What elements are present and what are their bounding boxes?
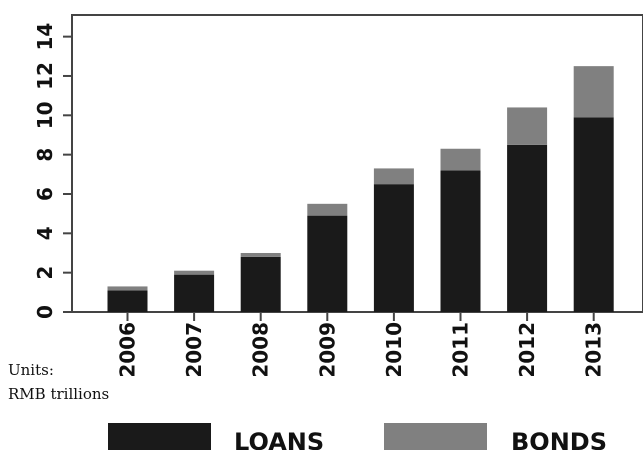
y-tick-label: 0 [33,305,57,319]
bar-loans-2011 [440,170,481,312]
x-tick-label: 2006 [116,322,140,378]
legend: LOANS BONDS [108,423,607,450]
x-tick-label: 2010 [382,322,406,378]
bar-bonds-2006 [107,286,148,291]
bar-loans-2007 [174,274,215,312]
bar-bonds-2011 [440,148,481,171]
bar-bonds-2007 [174,270,215,275]
bar-bonds-2013 [573,66,614,118]
x-axis: 2006 2007 2008 2009 2010 2011 2012 2013 [116,312,606,378]
y-tick-label: 14 [33,23,57,51]
bar-bonds-2008 [240,252,281,257]
x-tick-label: 2013 [582,322,606,378]
bar-bonds-2009 [307,203,348,216]
bar-loans-2006 [107,290,148,312]
y-tick-label: 4 [33,226,57,240]
units-note-line-2: RMB trillions [8,385,109,403]
units-note-line-1: Units: [8,361,54,379]
y-tick-label: 2 [33,266,57,280]
x-tick-label: 2012 [515,322,539,378]
legend-swatch-loans [108,423,211,450]
plot-area [71,14,643,313]
y-tick-label: 8 [33,148,57,162]
y-axis: 0 2 4 6 8 10 12 14 [33,23,72,319]
legend-label-loans: LOANS [234,428,324,450]
y-tick-label: 12 [33,62,57,90]
bar-loans-2008 [240,256,281,312]
bar-bonds-2010 [373,168,414,185]
bar-loans-2012 [507,144,548,312]
plot-frame [71,14,643,313]
y-tick-label: 6 [33,187,57,201]
y-tick-label: 10 [33,101,57,129]
bar-loans-2010 [373,184,414,312]
legend-swatch-bonds [384,423,487,450]
bar-bonds-2012 [507,107,548,145]
units-note: Units: RMB trillions [8,361,109,403]
legend-label-bonds: BONDS [511,428,607,450]
bars [107,66,614,313]
x-tick-label: 2008 [249,322,273,378]
x-tick-label: 2007 [182,322,206,378]
bar-loans-2013 [573,117,614,313]
x-tick-label: 2009 [315,322,339,378]
bar-loans-2009 [307,215,348,312]
x-tick-label: 2011 [449,322,473,378]
